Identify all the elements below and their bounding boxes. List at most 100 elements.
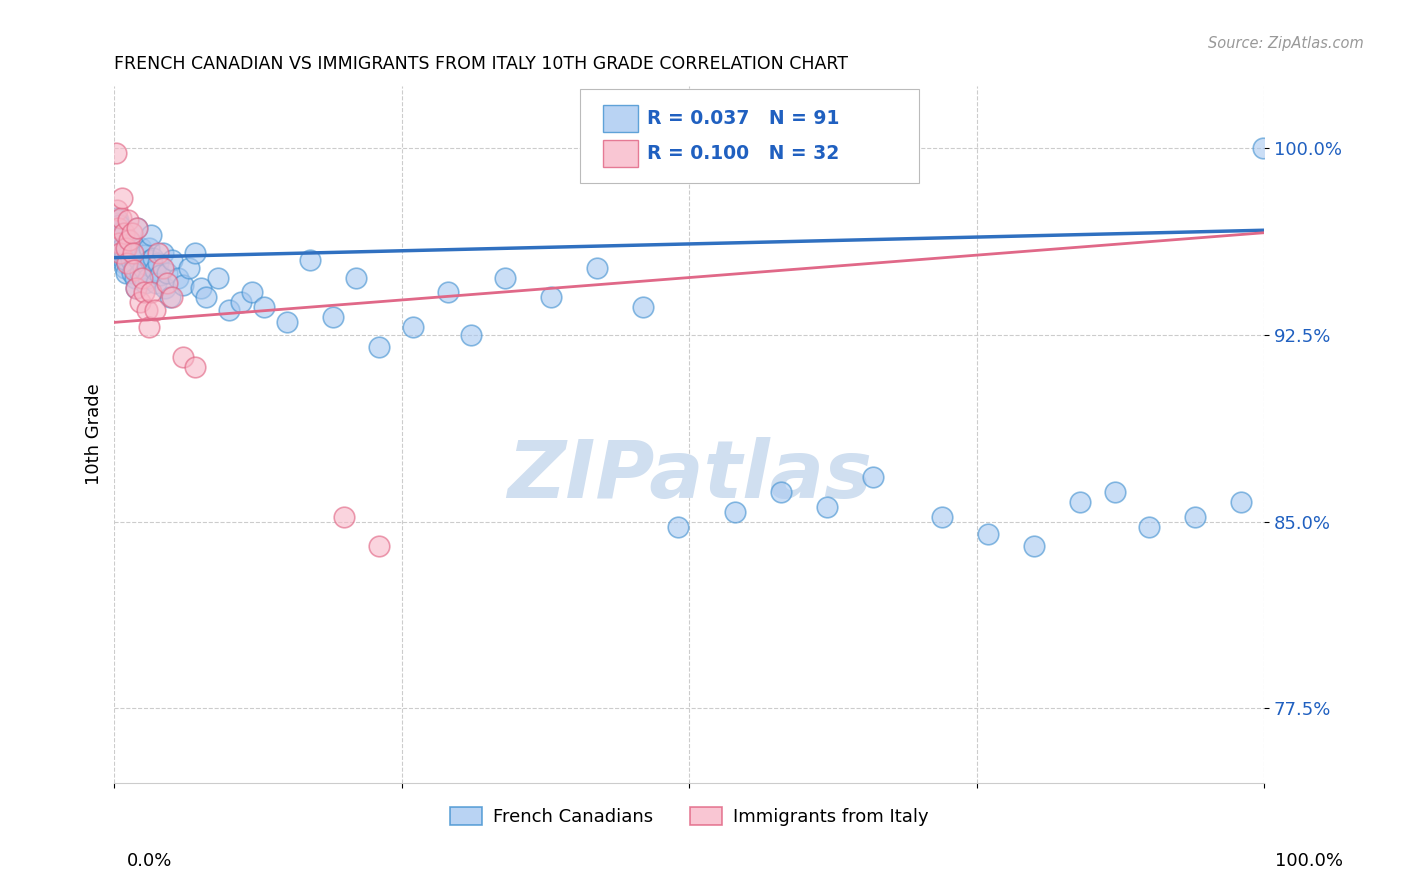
Point [127,220,149,235]
Point [494,270,516,285]
Point [107,220,129,235]
Point [121,266,143,280]
Point [117,213,139,227]
Text: FRENCH CANADIAN VS IMMIGRANTS FROM ITALY 10TH GRADE CORRELATION CHART: FRENCH CANADIAN VS IMMIGRANTS FROM ITALY… [114,55,848,73]
Point [160,253,183,268]
Point [129,241,152,255]
Point [114,260,136,275]
Point [128,295,150,310]
Point [111,191,134,205]
Point [298,253,321,268]
Point [120,253,142,268]
Point [132,260,155,275]
Point [141,285,163,300]
Point [122,263,145,277]
Point [153,280,176,294]
Point [111,241,134,255]
Point [333,509,356,524]
FancyBboxPatch shape [603,105,637,132]
Point [586,260,609,275]
Point [146,245,169,260]
Point [460,327,482,342]
Point [142,251,165,265]
Text: 0.0%: 0.0% [127,852,172,870]
Y-axis label: 10th Grade: 10th Grade [86,384,103,485]
Point [166,270,188,285]
Point [125,280,148,294]
Point [135,258,157,272]
Point [118,245,141,260]
Point [112,226,135,240]
Text: R = 0.100   N = 32: R = 0.100 N = 32 [647,144,839,163]
Point [115,266,138,280]
Point [344,270,367,285]
Point [770,484,793,499]
Point [402,320,425,334]
Point [108,230,131,244]
Point [1104,484,1126,499]
Point [121,245,143,260]
Point [179,260,201,275]
Point [108,235,131,250]
Point [134,276,156,290]
Point [117,233,139,247]
Point [253,301,276,315]
Point [105,223,128,237]
Point [112,255,135,269]
Point [152,245,174,260]
Point [105,216,128,230]
Point [172,278,194,293]
Point [145,276,167,290]
Text: ZIPatlas: ZIPatlas [506,437,872,516]
Point [815,500,838,514]
Point [1069,494,1091,508]
Point [139,253,162,268]
Point [128,266,150,280]
Point [977,527,1000,541]
Point [108,241,131,255]
Point [1184,509,1206,524]
Point [184,360,207,375]
Point [138,241,160,255]
Legend: French Canadians, Immigrants from Italy: French Canadians, Immigrants from Italy [443,799,936,833]
Point [128,253,150,268]
Point [125,280,148,294]
Point [152,260,174,275]
FancyBboxPatch shape [581,89,920,184]
Point [104,211,127,225]
Point [190,280,212,294]
Point [110,245,132,260]
Point [666,519,689,533]
Point [121,235,143,250]
Point [115,241,138,255]
FancyBboxPatch shape [603,140,637,167]
Point [108,226,131,240]
Point [156,266,179,280]
Point [437,285,460,300]
Point [105,203,128,218]
Text: Source: ZipAtlas.com: Source: ZipAtlas.com [1208,36,1364,51]
Point [172,350,194,364]
Point [112,245,135,260]
Point [124,270,146,285]
Point [633,301,655,315]
Point [108,233,131,247]
Point [122,260,145,275]
Point [322,310,344,325]
Point [134,285,156,300]
Point [141,228,163,243]
Point [131,270,153,285]
Point [138,320,160,334]
Point [367,340,389,354]
Point [240,285,263,300]
Point [1251,141,1274,155]
Point [540,290,562,304]
Point [108,245,131,260]
Point [111,251,134,265]
Point [1137,519,1160,533]
Point [118,233,141,247]
Point [115,255,138,269]
Point [121,226,143,240]
Point [1230,494,1253,508]
Point [110,211,132,225]
